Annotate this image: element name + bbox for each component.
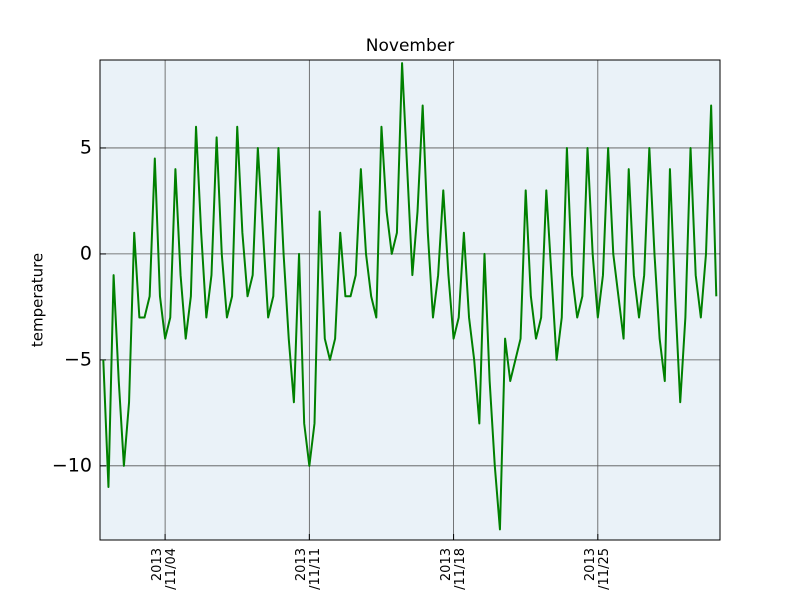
- y-axis-label: temperature: [29, 253, 47, 347]
- x-tick-label: 2013 /11/25: [582, 548, 612, 590]
- plot-area: [100, 60, 720, 540]
- y-tick-label: 0: [80, 242, 92, 264]
- data-line: [102, 62, 718, 531]
- y-tick-label: −10: [52, 454, 92, 476]
- plot-frame: [99, 59, 721, 541]
- x-tick-label: 2013 /11/04: [150, 548, 180, 590]
- y-tick-label: 5: [80, 136, 92, 158]
- x-tick-label: 2013 /11/18: [438, 548, 468, 590]
- y-tick-label: −5: [64, 348, 92, 370]
- chart-title: November: [366, 36, 454, 56]
- x-tick-label: 2013 /11/11: [294, 548, 324, 590]
